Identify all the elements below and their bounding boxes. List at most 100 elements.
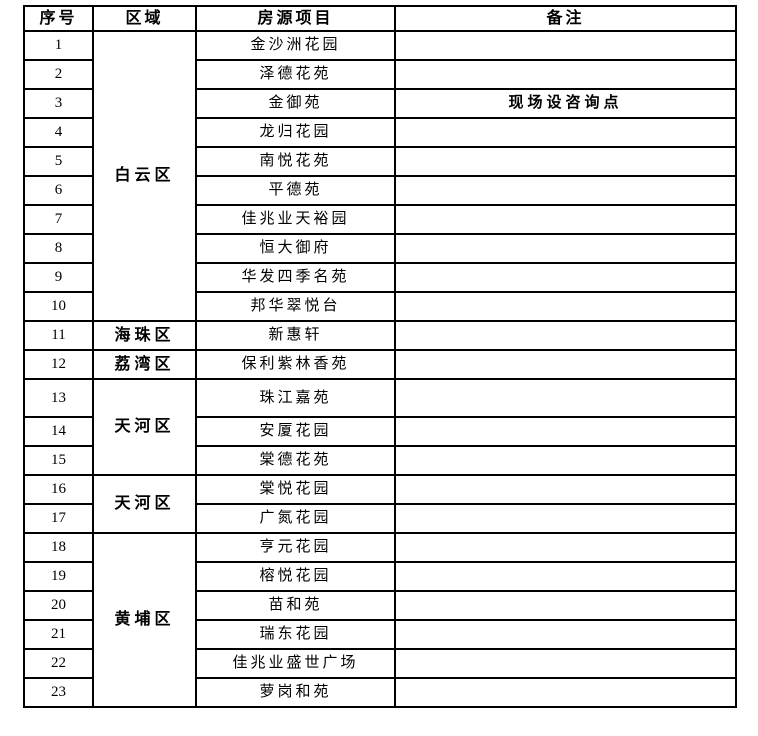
region-cell: 天河区 <box>92 378 197 476</box>
region-cell: 黄埔区 <box>92 532 197 708</box>
project-name-cell: 亨元花园 <box>195 532 396 563</box>
table-row: 22 佳兆业盛世广场 <box>23 648 737 679</box>
note-cell <box>394 590 737 621</box>
table-row: 21 瑞东花园 <box>23 619 737 650</box>
serial-number-cell: 22 <box>23 648 94 679</box>
table-header-row: 序号 区域 房源项目 备注 <box>23 5 737 32</box>
serial-number-cell: 13 <box>23 378 94 418</box>
project-name-cell: 南悦花苑 <box>195 146 396 177</box>
project-name-cell: 邦华翠悦台 <box>195 291 396 322</box>
serial-number-cell: 1 <box>23 30 94 61</box>
region-cell: 白云区 <box>92 30 197 322</box>
table-row: 15 棠德花苑 <box>23 445 737 476</box>
note-cell <box>394 262 737 293</box>
note-cell <box>394 648 737 679</box>
project-name-cell: 佳兆业盛世广场 <box>195 648 396 679</box>
serial-number-cell: 3 <box>23 88 94 119</box>
header-region: 区域 <box>92 5 197 32</box>
table-row: 18 黄埔区 亨元花园 <box>23 532 737 708</box>
region-cell: 天河区 <box>92 474 197 534</box>
serial-number-cell: 11 <box>23 320 94 351</box>
serial-number-cell: 6 <box>23 175 94 206</box>
note-cell <box>394 59 737 90</box>
note-cell <box>394 416 737 447</box>
note-cell <box>394 677 737 708</box>
project-name-cell: 恒大御府 <box>195 233 396 264</box>
header-note: 备注 <box>394 5 737 32</box>
table-row: 8 恒大御府 <box>23 233 737 264</box>
note-cell <box>394 474 737 505</box>
table-row: 6 平德苑 <box>23 175 737 206</box>
serial-number-cell: 17 <box>23 503 94 534</box>
note-cell <box>394 532 737 563</box>
serial-number-cell: 14 <box>23 416 94 447</box>
serial-number-cell: 5 <box>23 146 94 177</box>
table-row: 4 龙归花园 <box>23 117 737 148</box>
table-row: 11 海珠区 新惠轩 <box>23 320 737 351</box>
project-name-cell: 广氮花园 <box>195 503 396 534</box>
serial-number-cell: 2 <box>23 59 94 90</box>
serial-number-cell: 7 <box>23 204 94 235</box>
note-cell <box>394 30 737 61</box>
project-name-cell: 金沙洲花园 <box>195 30 396 61</box>
project-name-cell: 安厦花园 <box>195 416 396 447</box>
project-name-cell: 榕悦花园 <box>195 561 396 592</box>
serial-number-cell: 19 <box>23 561 94 592</box>
project-name-cell: 瑞东花园 <box>195 619 396 650</box>
note-cell <box>394 175 737 206</box>
table-row: 5 南悦花苑 <box>23 146 737 177</box>
note-cell <box>394 561 737 592</box>
table-row: 10 邦华翠悦台 <box>23 291 737 322</box>
table-row: 13 天河区 珠江嘉苑 <box>23 378 737 476</box>
project-name-cell: 保利紫林香苑 <box>195 349 396 380</box>
serial-number-cell: 18 <box>23 532 94 563</box>
note-cell: 现场设咨询点 <box>394 88 737 119</box>
project-name-cell: 萝岗和苑 <box>195 677 396 708</box>
region-cell: 海珠区 <box>92 320 197 351</box>
serial-number-cell: 15 <box>23 445 94 476</box>
table-row: 1 白云区 金沙洲花园 <box>23 30 737 322</box>
table-body: 1 白云区 金沙洲花园 2 泽德花苑 3 金御苑 现场设咨询点 4 龙归花园 5 南悦花苑 6 平德苑 7 佳… <box>23 30 737 708</box>
table-row: 20 苗和苑 <box>23 590 737 621</box>
note-cell <box>394 378 737 418</box>
note-cell <box>394 320 737 351</box>
project-name-cell: 龙归花园 <box>195 117 396 148</box>
table-row: 12 荔湾区 保利紫林香苑 <box>23 349 737 380</box>
table-row: 3 金御苑 现场设咨询点 <box>23 88 737 119</box>
table-row: 9 华发四季名苑 <box>23 262 737 293</box>
table-row: 19 榕悦花园 <box>23 561 737 592</box>
project-name-cell: 棠悦花园 <box>195 474 396 505</box>
project-name-cell: 棠德花苑 <box>195 445 396 476</box>
table-row: 23 萝岗和苑 <box>23 677 737 708</box>
header-serial-number: 序号 <box>23 5 94 32</box>
project-name-cell: 苗和苑 <box>195 590 396 621</box>
note-cell <box>394 503 737 534</box>
project-name-cell: 平德苑 <box>195 175 396 206</box>
project-name-cell: 泽德花苑 <box>195 59 396 90</box>
table-row: 2 泽德花苑 <box>23 59 737 90</box>
serial-number-cell: 8 <box>23 233 94 264</box>
project-name-cell: 佳兆业天裕园 <box>195 204 396 235</box>
region-cell: 荔湾区 <box>92 349 197 380</box>
note-cell <box>394 117 737 148</box>
note-cell <box>394 445 737 476</box>
table-row: 16 天河区 棠悦花园 <box>23 474 737 534</box>
table-row: 14 安厦花园 <box>23 416 737 447</box>
note-cell <box>394 146 737 177</box>
serial-number-cell: 9 <box>23 262 94 293</box>
note-cell <box>394 619 737 650</box>
project-name-cell: 金御苑 <box>195 88 396 119</box>
project-name-cell: 新惠轩 <box>195 320 396 351</box>
note-cell <box>394 233 737 264</box>
table-row: 17 广氮花园 <box>23 503 737 534</box>
note-cell <box>394 204 737 235</box>
serial-number-cell: 4 <box>23 117 94 148</box>
serial-number-cell: 23 <box>23 677 94 708</box>
housing-project-table: 序号 区域 房源项目 备注 1 白云区 金沙洲花园 2 泽德花苑 3 金御苑 现场设咨询点 4 龙… <box>23 5 737 708</box>
note-cell <box>394 349 737 380</box>
serial-number-cell: 10 <box>23 291 94 322</box>
project-name-cell: 华发四季名苑 <box>195 262 396 293</box>
serial-number-cell: 20 <box>23 590 94 621</box>
serial-number-cell: 16 <box>23 474 94 505</box>
